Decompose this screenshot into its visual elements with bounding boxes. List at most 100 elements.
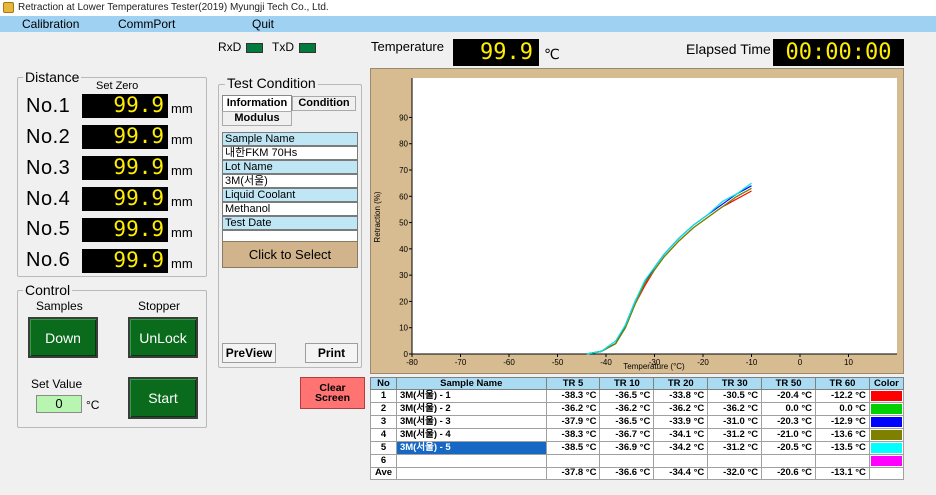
x-tick-label: -40 xyxy=(600,358,612,367)
y-tick-label: 20 xyxy=(399,297,408,306)
x-axis-label: Temperature (°C) xyxy=(623,362,685,371)
row-sample-name[interactable]: 3M(서울) - 3 xyxy=(395,415,547,429)
lot-name-field[interactable]: 3M(서울) xyxy=(222,174,358,188)
average-tr50: -20.6 °C xyxy=(761,467,817,480)
row-tr50: -20.4 °C xyxy=(761,389,817,403)
row-tr60 xyxy=(815,454,870,468)
table-row[interactable]: 5 3M(서울) - 5 -38.5 °C -36.9 °C -34.2 °C -31.2… xyxy=(370,441,905,455)
row-no[interactable]: 1 xyxy=(370,389,397,403)
unlock-button[interactable]: UnLock xyxy=(128,317,198,358)
table-row[interactable]: 2 3M(서울) - 2 -36.2 °C -36.2 °C -36.2 °C -36.2… xyxy=(370,402,905,416)
row-sample-name[interactable]: 3M(서울) - 5 xyxy=(395,441,547,455)
distance-display-2[interactable]: 99.9 xyxy=(82,125,168,149)
print-button[interactable]: Print xyxy=(305,343,358,363)
set-value-label: Set Value xyxy=(31,377,83,391)
test-condition-title: Test Condition xyxy=(225,75,318,91)
control-group xyxy=(17,290,207,428)
distance-display-3[interactable]: 99.9 xyxy=(82,156,168,180)
row-tr30: -36.2 °C xyxy=(707,402,763,416)
x-tick-label: -50 xyxy=(552,358,564,367)
distance-display-6[interactable]: 99.9 xyxy=(82,249,168,273)
x-tick-label: -20 xyxy=(697,358,709,367)
sample-name-label: Sample Name xyxy=(222,132,358,146)
liquid-coolant-label: Liquid Coolant xyxy=(222,188,358,202)
row-no[interactable]: 2 xyxy=(370,402,397,416)
row-tr60: -13.5 °C xyxy=(815,441,870,455)
distance-label-6: No.6 xyxy=(26,249,71,271)
row-tr30: -31.2 °C xyxy=(707,441,763,455)
preview-button[interactable]: PreView xyxy=(222,343,276,363)
row-tr10: -36.5 °C xyxy=(599,389,655,403)
row-tr10: -36.5 °C xyxy=(599,415,655,429)
distance-group xyxy=(17,77,207,277)
col-header-tr30[interactable]: TR 30 xyxy=(707,377,763,390)
row-color-swatch[interactable] xyxy=(868,441,905,455)
menu-quit[interactable]: Quit xyxy=(252,17,275,31)
distance-group-title: Distance xyxy=(23,69,82,85)
col-header-tr20[interactable]: TR 20 xyxy=(653,377,709,390)
distance-unit-1: mm xyxy=(171,101,193,116)
tab-modulus[interactable]: Modulus xyxy=(222,111,292,126)
x-tick-label: 10 xyxy=(844,358,853,367)
liquid-coolant-field[interactable]: Methanol xyxy=(222,202,358,216)
row-tr50 xyxy=(761,454,817,468)
col-header-color[interactable]: Color xyxy=(868,377,905,390)
row-tr30: -31.2 °C xyxy=(707,428,763,442)
distance-display-5[interactable]: 99.9 xyxy=(82,218,168,242)
col-header-tr10[interactable]: TR 10 xyxy=(599,377,655,390)
down-button[interactable]: Down xyxy=(28,317,98,358)
set-value-unit: °C xyxy=(86,398,100,412)
distance-display-1[interactable]: 99.9 xyxy=(82,94,168,118)
row-sample-name[interactable]: 3M(서울) - 4 xyxy=(395,428,547,442)
menu-calibration[interactable]: Calibration xyxy=(22,17,80,31)
col-header-no[interactable]: No xyxy=(370,377,397,390)
y-tick-label: 40 xyxy=(399,245,408,254)
txd-label: TxD xyxy=(272,40,294,54)
table-row[interactable]: 3 3M(서울) - 3 -37.9 °C -36.5 °C -33.9 °C -31.0… xyxy=(370,415,905,429)
row-color-swatch[interactable] xyxy=(868,415,905,429)
row-tr60: -12.2 °C xyxy=(815,389,870,403)
row-sample-name[interactable] xyxy=(395,454,547,468)
row-color-swatch[interactable] xyxy=(868,428,905,442)
menu-commport[interactable]: CommPort xyxy=(118,17,176,31)
row-tr30: -31.0 °C xyxy=(707,415,763,429)
row-no[interactable]: 4 xyxy=(370,428,397,442)
sample-name-field[interactable]: 내한FKM 70Hs xyxy=(222,146,358,160)
col-header-tr60[interactable]: TR 60 xyxy=(815,377,870,390)
color-swatch xyxy=(870,404,902,414)
elapsed-time-label: Elapsed Time xyxy=(686,41,771,57)
row-color-swatch[interactable] xyxy=(868,454,905,468)
table-row[interactable]: 4 3M(서울) - 4 -38.3 °C -36.7 °C -34.1 °C -31.2… xyxy=(370,428,905,442)
start-button[interactable]: Start xyxy=(128,377,198,419)
tab-information[interactable]: Information xyxy=(222,95,292,111)
row-color-swatch[interactable] xyxy=(868,402,905,416)
information-fields: Sample Name 내한FKM 70Hs Lot Name 3M(서울) L… xyxy=(222,132,358,244)
row-tr30 xyxy=(707,454,763,468)
row-tr20: -33.9 °C xyxy=(653,415,709,429)
row-no[interactable]: 5 xyxy=(370,441,397,455)
distance-unit-2: mm xyxy=(171,132,193,147)
tab-condition[interactable]: Condition xyxy=(292,96,356,111)
row-tr20 xyxy=(653,454,709,468)
distance-label-2: No.2 xyxy=(26,126,71,148)
table-row[interactable]: 1 3M(서울) - 1 -38.3 °C -36.5 °C -33.8 °C -30.5… xyxy=(370,389,905,403)
clear-screen-button[interactable]: Clear Screen xyxy=(300,377,365,409)
row-color-swatch[interactable] xyxy=(868,389,905,403)
row-sample-name[interactable]: 3M(서울) - 1 xyxy=(395,389,547,403)
txd-led xyxy=(299,43,316,53)
col-header-tr50[interactable]: TR 50 xyxy=(761,377,817,390)
set-value-input[interactable]: 0 xyxy=(36,395,82,413)
row-tr60: -13.6 °C xyxy=(815,428,870,442)
row-no[interactable]: 6 xyxy=(370,454,397,468)
row-sample-name[interactable]: 3M(서울) - 2 xyxy=(395,402,547,416)
distance-display-4[interactable]: 99.9 xyxy=(82,187,168,211)
col-header-sample-name[interactable]: Sample Name xyxy=(395,377,547,390)
click-to-select-button[interactable]: Click to Select xyxy=(222,241,358,268)
row-no[interactable]: 3 xyxy=(370,415,397,429)
row-tr50: -20.5 °C xyxy=(761,441,817,455)
x-tick-label: 0 xyxy=(798,358,803,367)
col-header-tr5[interactable]: TR 5 xyxy=(545,377,601,390)
table-row[interactable]: 6 xyxy=(370,454,905,468)
retraction-chart-frame: -80 -70 -60 -50 -40 -30 -20 -10 0 10 0 10 20 30 40 50 60… xyxy=(370,68,904,374)
row-tr5: -38.3 °C xyxy=(545,428,601,442)
